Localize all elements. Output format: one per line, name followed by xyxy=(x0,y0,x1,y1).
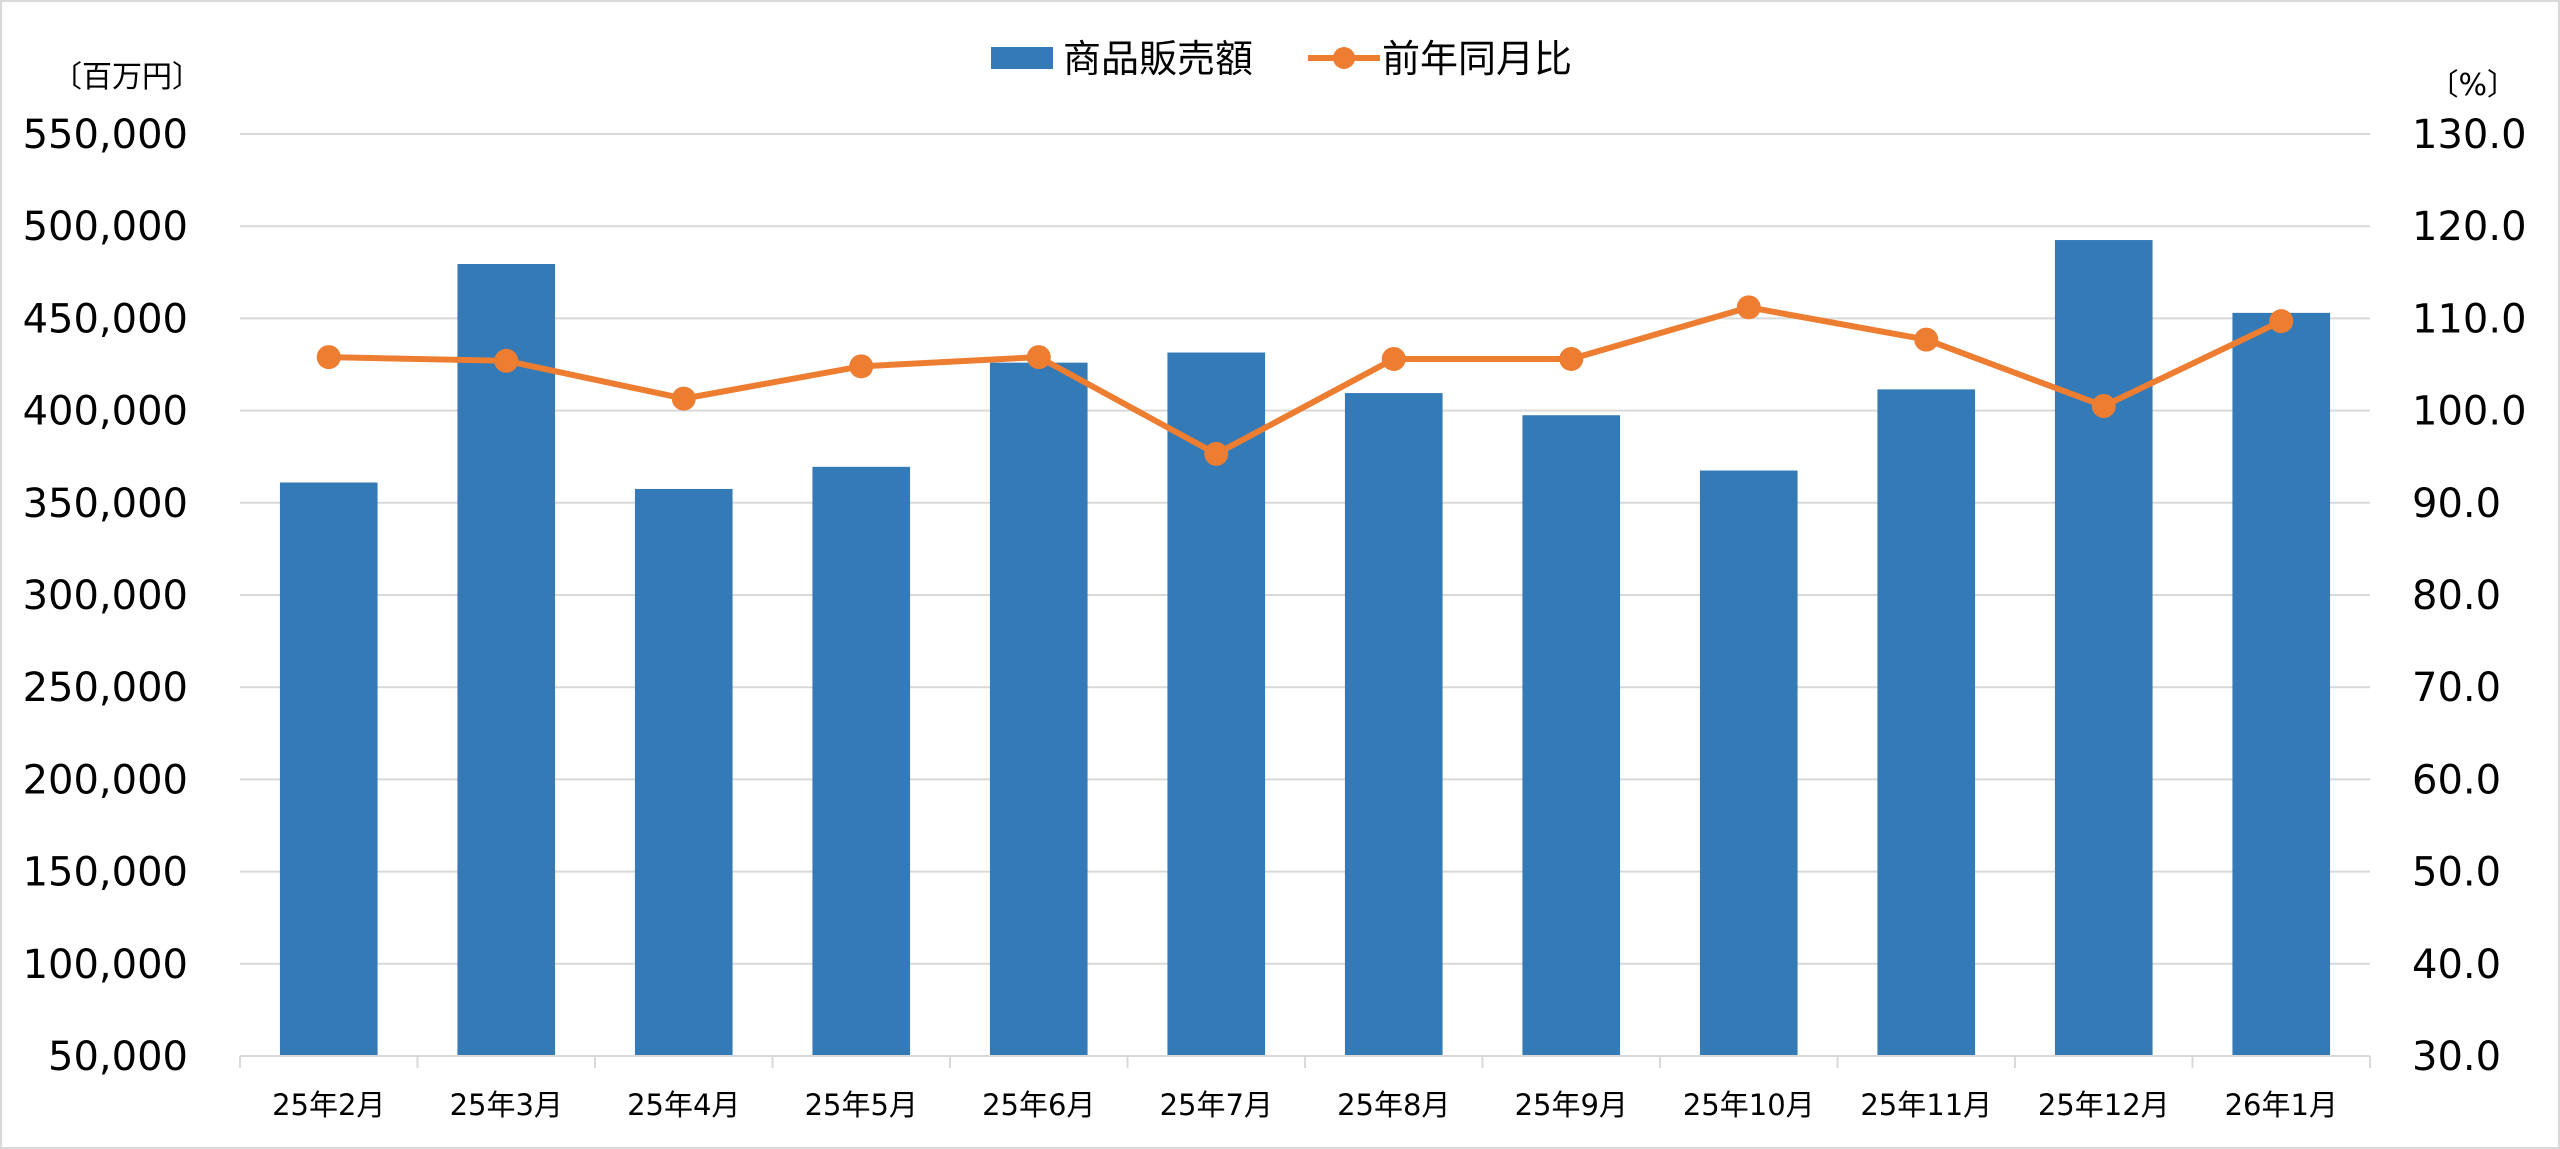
bar xyxy=(2054,240,2153,1056)
y-left-tick-label: 450,000 xyxy=(23,296,188,342)
y-right-tick-label: 90.0 xyxy=(2412,481,2501,527)
y-left-tick-label: 300,000 xyxy=(23,573,188,619)
line-point xyxy=(1026,345,1051,370)
y-left-tick-label: 100,000 xyxy=(23,942,188,988)
x-tick-label: 25年7月 xyxy=(1160,1088,1273,1122)
y-right-tick-label: 60.0 xyxy=(2412,757,2501,803)
legend-line-marker xyxy=(1333,47,1355,69)
y-right-unit-label: 〔%〕 xyxy=(2428,68,2517,103)
y-right-tick-label: 130.0 xyxy=(2412,112,2527,158)
y-right-tick-label: 30.0 xyxy=(2412,1034,2501,1080)
line-point xyxy=(1736,295,1761,320)
bar xyxy=(279,482,378,1056)
bar xyxy=(1167,352,1266,1056)
line-point xyxy=(671,386,696,411)
bar xyxy=(812,466,911,1056)
y-left-tick-label: 400,000 xyxy=(23,389,188,435)
x-tick-label: 25年2月 xyxy=(272,1088,385,1122)
y-left-tick-label: 250,000 xyxy=(23,665,188,711)
x-tick-label: 25年3月 xyxy=(450,1088,563,1122)
y-left-tick-label: 350,000 xyxy=(23,481,188,527)
y-left-tick-label: 150,000 xyxy=(23,850,188,896)
line-point xyxy=(494,348,519,373)
x-axis: 25年2月 25年3月 25年4月 25年5月 25年6月 25年7月 25年8月 25年9月… xyxy=(239,1055,2371,1122)
y-axis-right: 30.0 40.0 50.0 60.0 70.0 80.0 90.0 100.0 110.0 12… xyxy=(2412,112,2527,1080)
x-tick-label: 25年5月 xyxy=(805,1088,918,1122)
y-left-tick-label: 50,000 xyxy=(48,1034,188,1080)
y-right-tick-label: 70.0 xyxy=(2412,665,2501,711)
line-point xyxy=(1559,346,1584,371)
y-axis-left: 50,000 100,000 150,000 200,000 250,000 300,00… xyxy=(23,112,188,1080)
gridlines xyxy=(240,133,2370,965)
bar xyxy=(989,362,1088,1056)
y-right-tick-label: 120.0 xyxy=(2412,204,2527,250)
line-point xyxy=(1381,346,1406,371)
line-point xyxy=(1914,327,1939,352)
x-tick-label: 25年4月 xyxy=(627,1088,740,1122)
y-right-tick-label: 40.0 xyxy=(2412,942,2501,988)
y-right-tick-label: 100.0 xyxy=(2412,389,2527,435)
bar-series xyxy=(279,240,2331,1057)
legend-bar-swatch xyxy=(991,47,1053,69)
bar xyxy=(1344,393,1443,1056)
x-tick-label: 26年1月 xyxy=(2225,1088,2338,1122)
legend: 商品販売額 前年同月比 xyxy=(991,37,1572,81)
bar xyxy=(1877,389,1976,1056)
x-tick-label: 25年10月 xyxy=(1683,1088,1815,1122)
y-left-unit-label: 〔百万円〕 xyxy=(52,60,202,95)
y-left-tick-label: 500,000 xyxy=(23,204,188,250)
bar xyxy=(1699,470,1798,1056)
legend-bar-label: 商品販売額 xyxy=(1063,37,1253,81)
y-right-tick-label: 50.0 xyxy=(2412,850,2501,896)
line-point xyxy=(1204,441,1229,466)
line-point xyxy=(2091,393,2116,418)
y-left-tick-label: 550,000 xyxy=(23,112,188,158)
line-point xyxy=(316,345,341,370)
bar xyxy=(634,488,733,1057)
bar xyxy=(457,264,556,1056)
bar xyxy=(2232,312,2331,1056)
y-right-tick-label: 80.0 xyxy=(2412,573,2501,619)
x-tick-label: 25年8月 xyxy=(1337,1088,1450,1122)
line-point xyxy=(2269,309,2294,334)
y-left-tick-label: 200,000 xyxy=(23,757,188,803)
legend-line-label: 前年同月比 xyxy=(1382,37,1572,81)
x-tick-label: 25年12月 xyxy=(2038,1088,2170,1122)
x-tick-label: 25年9月 xyxy=(1515,1088,1628,1122)
line-point xyxy=(849,354,874,379)
line-series xyxy=(316,295,2294,466)
x-tick-label: 25年6月 xyxy=(982,1088,1095,1122)
x-tick-label: 25年11月 xyxy=(1860,1088,1992,1122)
line-path xyxy=(328,304,2283,457)
bar xyxy=(1522,415,1621,1057)
y-right-tick-label: 110.0 xyxy=(2412,296,2527,342)
